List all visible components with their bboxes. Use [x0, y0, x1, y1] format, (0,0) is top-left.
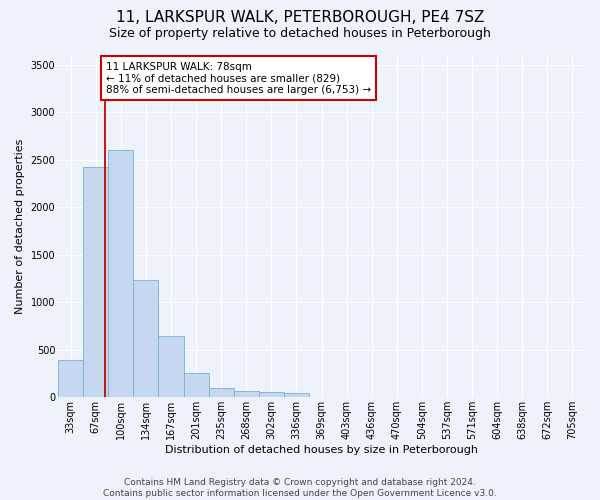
- Text: 11, LARKSPUR WALK, PETERBOROUGH, PE4 7SZ: 11, LARKSPUR WALK, PETERBOROUGH, PE4 7SZ: [116, 10, 484, 25]
- Bar: [108, 150, 133, 398]
- Bar: [234, 391, 259, 398]
- Text: Contains HM Land Registry data © Crown copyright and database right 2024.
Contai: Contains HM Land Registry data © Crown c…: [103, 478, 497, 498]
- Text: 11 LARKSPUR WALK: 78sqm
← 11% of detached houses are smaller (829)
88% of semi-d: 11 LARKSPUR WALK: 78sqm ← 11% of detache…: [106, 62, 371, 95]
- Bar: [133, 280, 158, 398]
- Bar: [158, 336, 184, 398]
- Text: Size of property relative to detached houses in Peterborough: Size of property relative to detached ho…: [109, 28, 491, 40]
- X-axis label: Distribution of detached houses by size in Peterborough: Distribution of detached houses by size …: [165, 445, 478, 455]
- Bar: [83, 167, 108, 398]
- Bar: [259, 392, 284, 398]
- Bar: [184, 373, 209, 398]
- Bar: [284, 392, 309, 398]
- Y-axis label: Number of detached properties: Number of detached properties: [15, 138, 25, 314]
- Bar: [58, 360, 83, 398]
- Bar: [209, 388, 234, 398]
